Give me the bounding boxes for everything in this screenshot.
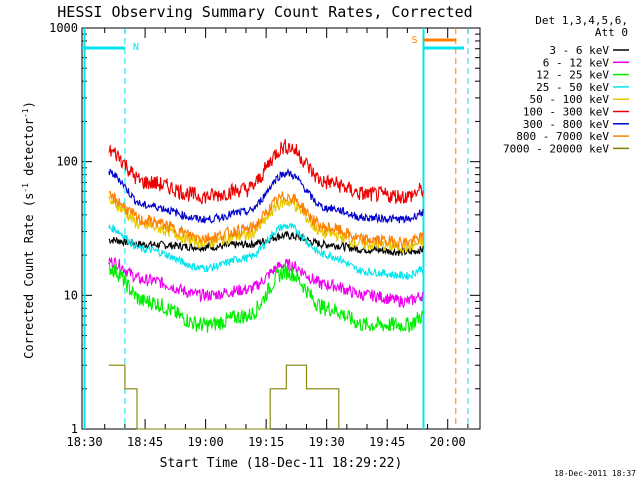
y-tick-label: 100: [56, 155, 78, 169]
y-axis-label-end: ): [22, 101, 36, 108]
legend-label: 3 - 6 keV: [549, 44, 609, 57]
x-tick-label: 20:00: [430, 435, 466, 449]
legend-label: 7000 - 20000 keV: [503, 142, 609, 155]
x-tick-label: 19:45: [369, 435, 405, 449]
y-tick-label: 1000: [49, 21, 78, 35]
series-line: [108, 190, 424, 250]
series-line: [108, 138, 424, 205]
saa-label: S: [411, 35, 417, 46]
legend-label: 100 - 300 keV: [523, 106, 609, 119]
orbit-markers: NS: [82, 28, 469, 429]
x-axis-ticks: 18:30 18:45 19:00 19:15 19:30 19:45 20:00: [66, 28, 469, 449]
chart-title: HESSI Observing Summary Count Rates, Cor…: [57, 3, 472, 21]
legend-header-line1: Det 1,3,4,5,6,: [535, 14, 628, 27]
legend-label: 6 - 12 keV: [543, 56, 610, 69]
y-axis-label-mid: detector: [22, 118, 36, 183]
y-tick-label: 10: [64, 288, 78, 302]
series-line: [108, 364, 340, 430]
y-axis-label-main: Corrected Count Rate (s: [22, 193, 36, 359]
legend-label: 12 - 25 keV: [536, 69, 609, 82]
series-line: [108, 167, 424, 225]
series-line: [108, 256, 424, 309]
series-group: [108, 138, 424, 430]
y-axis-label: Corrected Count Rate (s-1 detector-1): [21, 101, 36, 359]
y-axis-label-sup2: -1: [21, 108, 30, 118]
x-axis-label: Start Time (18-Dec-11 18:29:22): [160, 456, 403, 471]
legend-header-line2: Att 0: [595, 26, 628, 39]
y-tick-label: 1: [71, 422, 78, 436]
y-axis-label-sup1: -1: [21, 183, 30, 193]
x-tick-label: 19:15: [248, 435, 284, 449]
legend-label: 300 - 800 keV: [523, 118, 609, 131]
legend-label: 800 - 7000 keV: [516, 130, 609, 143]
plot-area: 1 10 100 1000 18:30 18:45 19:00 19:15 19:30 19:4…: [49, 21, 481, 449]
x-tick-label: 19:00: [188, 435, 224, 449]
series-line: [108, 222, 424, 280]
plot-frame: [81, 27, 481, 430]
x-tick-label: 19:30: [309, 435, 345, 449]
night-label: N: [133, 42, 139, 53]
legend-label: 50 - 100 keV: [530, 93, 610, 106]
x-tick-label: 18:45: [127, 435, 163, 449]
footer-date: 18-Dec-2011 18:37: [554, 469, 636, 478]
series-line: [108, 195, 424, 255]
x-tick-label: 18:30: [66, 435, 102, 449]
y-axis-ticks: 1 10 100 1000: [49, 21, 480, 436]
series-line: [108, 261, 424, 333]
legend-label: 25 - 50 keV: [536, 81, 609, 94]
